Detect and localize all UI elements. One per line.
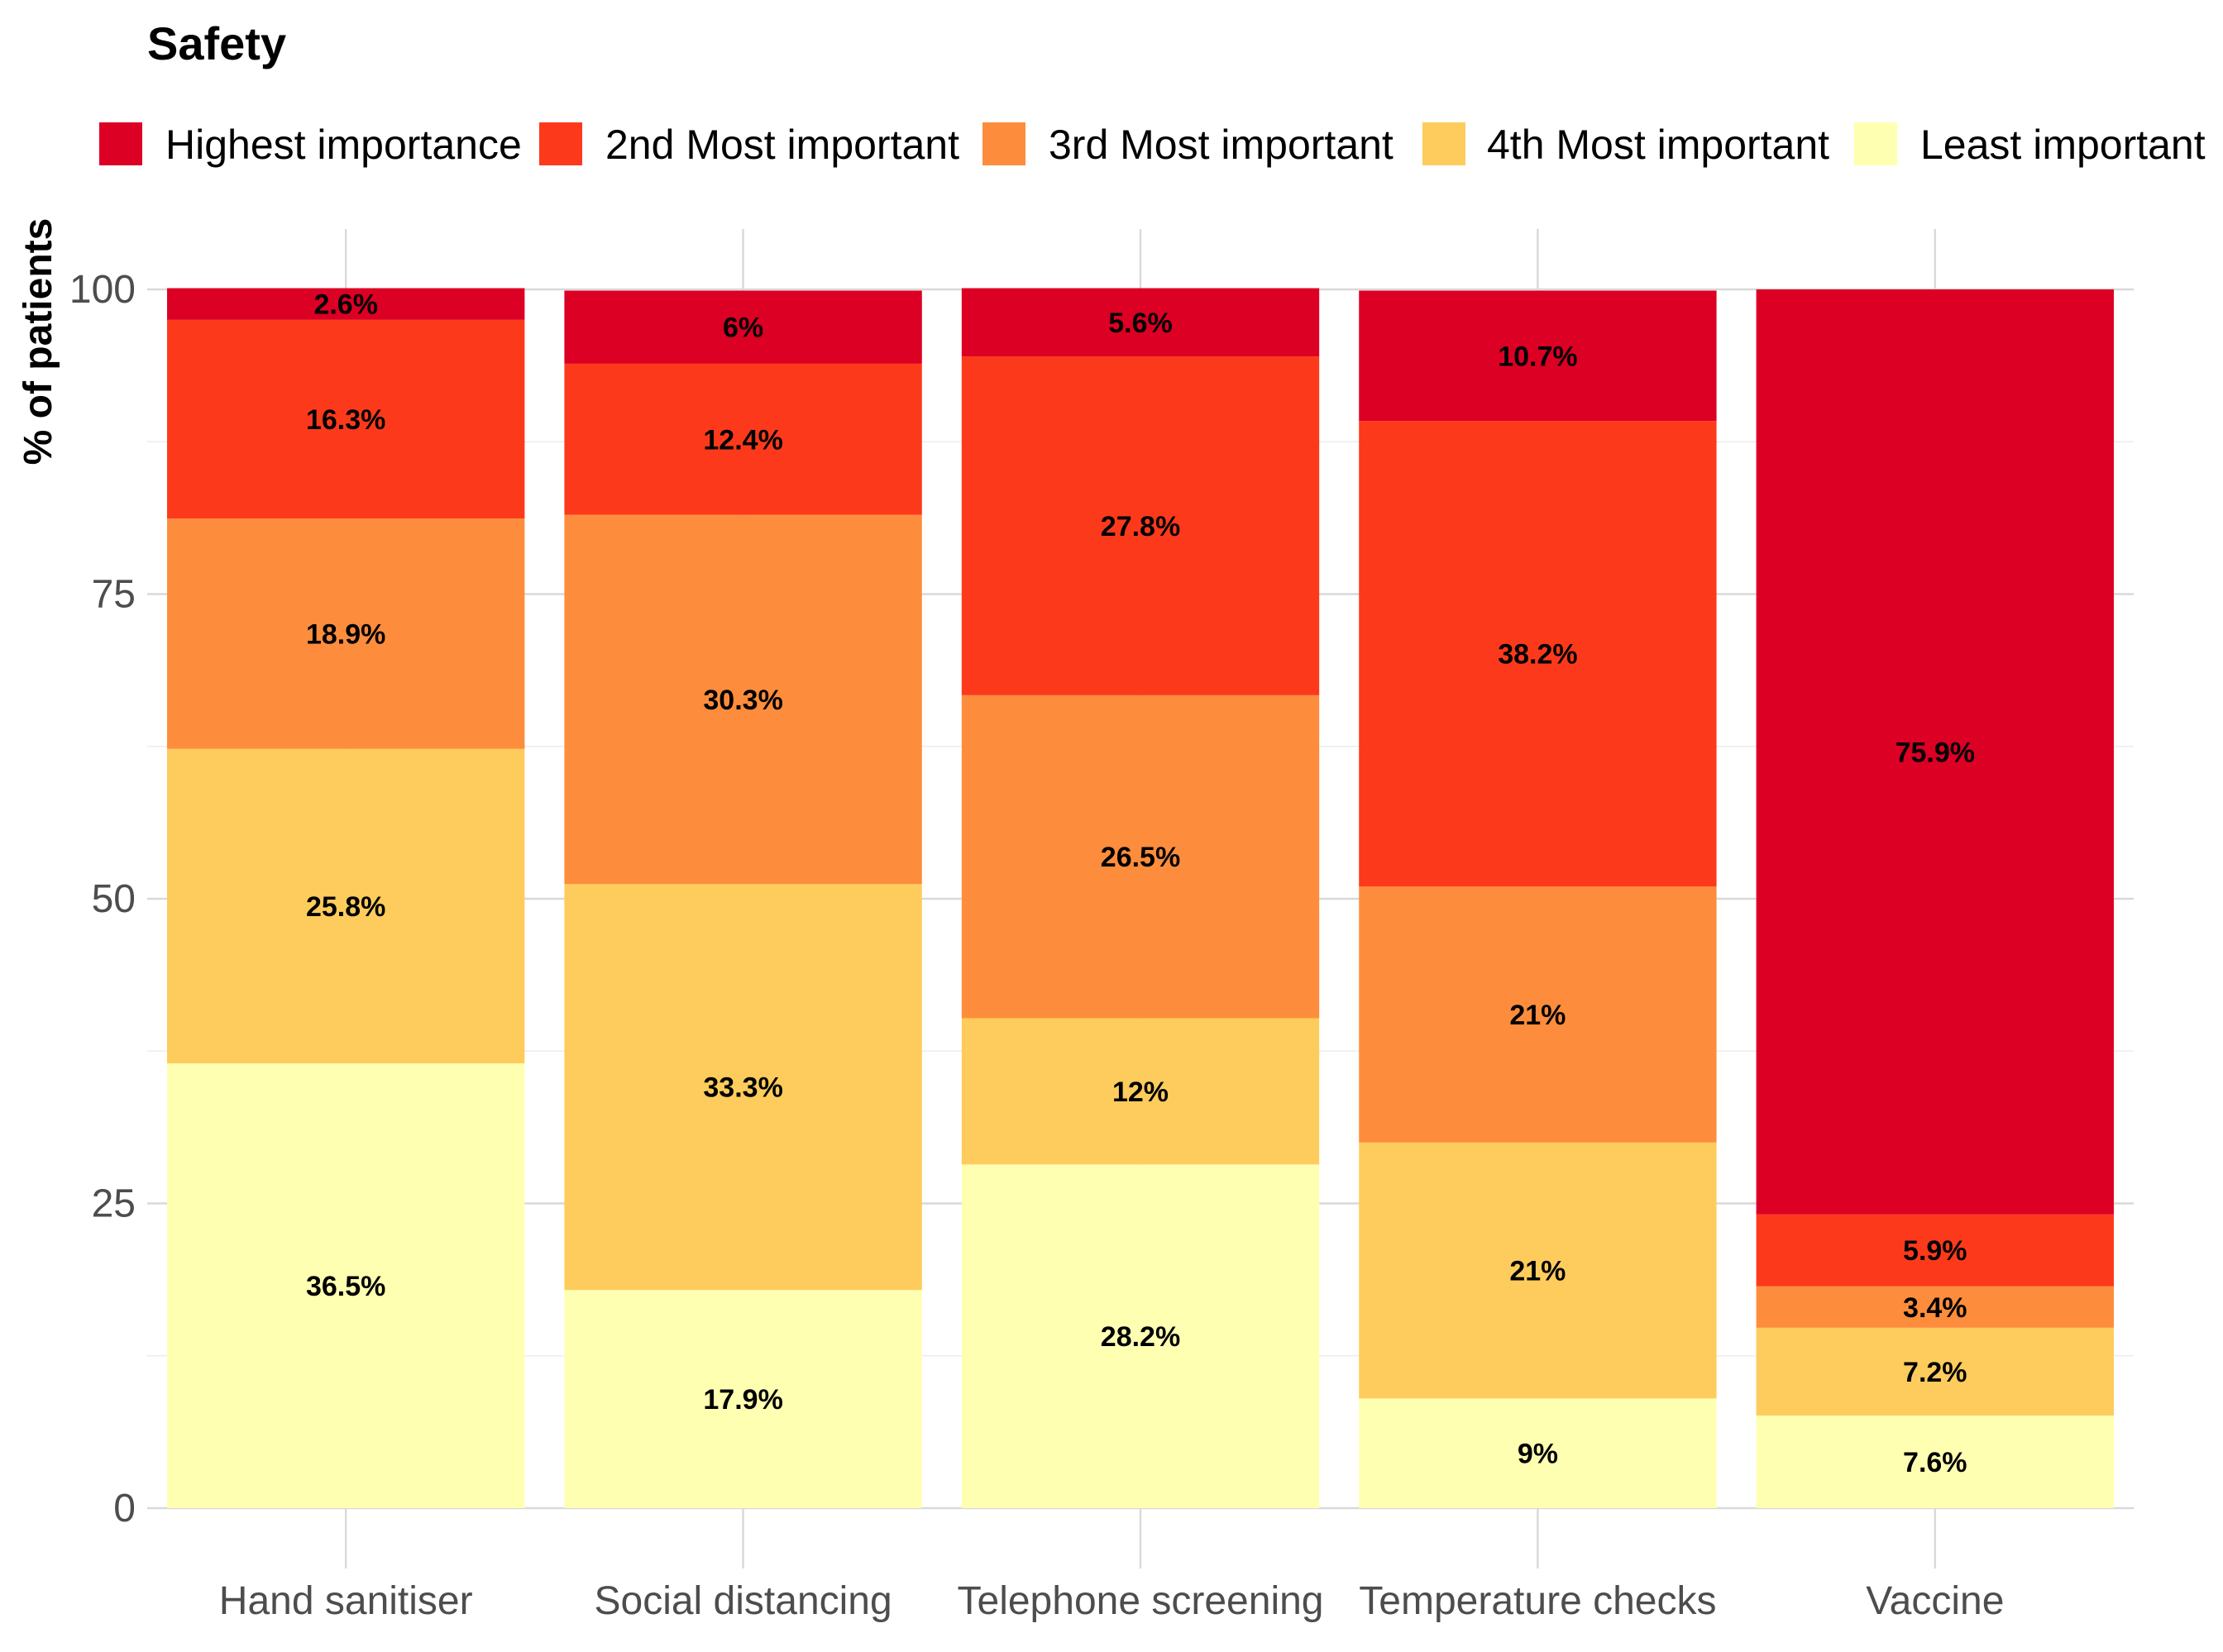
bar-segment-telephone-screening-3rd-most-important: [961, 695, 1320, 1019]
y-tick-label: 50: [92, 877, 136, 921]
data-label-temperature-checks-2nd-most-important: 38.2%: [1498, 639, 1577, 671]
data-label-vaccine-4th-most-important: 7.2%: [1903, 1357, 1967, 1388]
legend-label-4th-most-important: 4th Most important: [1487, 122, 1829, 168]
legend: Highest importance 2nd Most important 3rd …: [99, 122, 2206, 168]
legend-swatch-least-important: [1854, 122, 1897, 165]
data-label-hand-sanitiser-highest-importance: 2.6%: [313, 289, 378, 321]
data-label-temperature-checks-highest-importance: 10.7%: [1498, 341, 1577, 372]
bar-segment-social-distancing-highest-importance: [564, 290, 922, 364]
x-tick-label-telephone-screening: Telephone screening: [958, 1579, 1324, 1623]
legend-label-highest-importance: Highest importance: [165, 122, 522, 168]
legend-item-3rd-most-important: 3rd Most important: [982, 122, 1394, 168]
x-tick-label-vaccine: Vaccine: [1866, 1579, 2004, 1623]
bars: [167, 288, 2114, 1508]
legend-swatch-2nd-most-important: [539, 122, 582, 165]
data-label-telephone-screening-highest-importance: 5.6%: [1108, 308, 1173, 339]
data-label-hand-sanitiser-4th-most-important: 25.8%: [306, 891, 385, 923]
legend-swatch-3rd-most-important: [982, 122, 1025, 165]
data-label-hand-sanitiser-2nd-most-important: 16.3%: [306, 404, 385, 436]
data-label-hand-sanitiser-3rd-most-important: 18.9%: [306, 618, 385, 650]
bar-segment-hand-sanitiser-4th-most-important: [167, 748, 525, 1063]
legend-item-4th-most-important: 4th Most important: [1422, 122, 1829, 168]
bar-segment-vaccine-2nd-most-important: [1756, 1214, 2114, 1287]
bar-segment-hand-sanitiser-2nd-most-important: [167, 319, 525, 519]
data-label-social-distancing-3rd-most-important: 30.3%: [703, 685, 782, 716]
data-label-vaccine-2nd-most-important: 5.9%: [1903, 1235, 1967, 1267]
data-label-telephone-screening-3rd-most-important: 26.5%: [1101, 842, 1180, 873]
data-label-telephone-screening-least-important: 28.2%: [1101, 1321, 1180, 1353]
bar-segment-social-distancing-2nd-most-important: [564, 363, 922, 515]
bar-segment-telephone-screening-highest-importance: [961, 288, 1320, 357]
axes: 0 25 50 75 100 Hand sanitiser Social distancin…: [69, 268, 2004, 1623]
legend-item-2nd-most-important: 2nd Most important: [539, 122, 959, 168]
x-tick-label-hand-sanitiser: Hand sanitiser: [219, 1579, 473, 1623]
bar-segment-vaccine-3rd-most-important: [1756, 1286, 2114, 1328]
data-label-social-distancing-highest-importance: 6%: [723, 313, 763, 344]
bar-segment-telephone-screening-2nd-most-important: [961, 356, 1320, 695]
legend-item-least-important: Least important: [1854, 122, 2206, 168]
legend-swatch-highest-importance: [99, 122, 142, 165]
bar-segment-social-distancing-4th-most-important: [564, 884, 922, 1291]
data-label-temperature-checks-least-important: 9%: [1518, 1439, 1558, 1470]
y-axis-title: % of patients: [17, 218, 60, 466]
data-label-temperature-checks-3rd-most-important: 21%: [1509, 1000, 1566, 1031]
bar-segment-social-distancing-least-important: [564, 1290, 922, 1508]
bar-segment-telephone-screening-4th-most-important: [961, 1018, 1320, 1165]
data-label-vaccine-highest-importance: 75.9%: [1896, 737, 1975, 768]
data-label-temperature-checks-4th-most-important: 21%: [1509, 1256, 1566, 1287]
bar-segment-hand-sanitiser-3rd-most-important: [167, 518, 525, 749]
y-tick-label: 100: [69, 268, 136, 312]
bar-segment-vaccine-least-important: [1756, 1415, 2114, 1508]
bar-segment-temperature-checks-3rd-most-important: [1359, 886, 1717, 1143]
x-tick-label-social-distancing: Social distancing: [594, 1579, 892, 1623]
bar-segment-telephone-screening-least-important: [961, 1164, 1320, 1508]
legend-label-3rd-most-important: 3rd Most important: [1049, 122, 1394, 168]
y-tick-label: 0: [113, 1487, 136, 1530]
legend-swatch-4th-most-important: [1422, 122, 1465, 165]
bar-segment-temperature-checks-2nd-most-important: [1359, 421, 1717, 887]
data-label-telephone-screening-2nd-most-important: 27.8%: [1101, 511, 1180, 542]
data-label-social-distancing-2nd-most-important: 12.4%: [703, 424, 782, 456]
bar-segment-social-distancing-3rd-most-important: [564, 514, 922, 885]
legend-label-least-important: Least important: [1920, 122, 2206, 168]
data-label-vaccine-least-important: 7.6%: [1903, 1447, 1967, 1478]
x-tick-label-temperature-checks: Temperature checks: [1359, 1579, 1716, 1623]
data-label-social-distancing-4th-most-important: 33.3%: [703, 1072, 782, 1104]
chart-title: Safety: [147, 17, 286, 69]
bar-segment-temperature-checks-least-important: [1359, 1398, 1717, 1508]
bar-segment-vaccine-4th-most-important: [1756, 1327, 2114, 1416]
data-label-hand-sanitiser-least-important: 36.5%: [306, 1271, 385, 1302]
data-label-vaccine-3rd-most-important: 3.4%: [1903, 1292, 1967, 1324]
bar-segment-temperature-checks-highest-importance: [1359, 290, 1717, 422]
legend-label-2nd-most-important: 2nd Most important: [605, 122, 959, 168]
data-labels: 36.5% 25.8% 18.9% 16.3% 2.6% 17.9% 33.3% 30.3% 1…: [306, 289, 1975, 1478]
y-tick-label: 75: [92, 573, 136, 617]
legend-item-highest-importance: Highest importance: [99, 122, 522, 168]
bar-segment-hand-sanitiser-highest-importance: [167, 288, 525, 320]
bar-segment-vaccine-highest-importance: [1756, 289, 2114, 1215]
bar-segment-temperature-checks-4th-most-important: [1359, 1142, 1717, 1399]
data-label-social-distancing-least-important: 17.9%: [703, 1384, 782, 1416]
data-label-telephone-screening-4th-most-important: 12%: [1112, 1077, 1169, 1108]
bar-segment-hand-sanitiser-least-important: [167, 1062, 525, 1508]
y-tick-label: 25: [92, 1182, 136, 1226]
